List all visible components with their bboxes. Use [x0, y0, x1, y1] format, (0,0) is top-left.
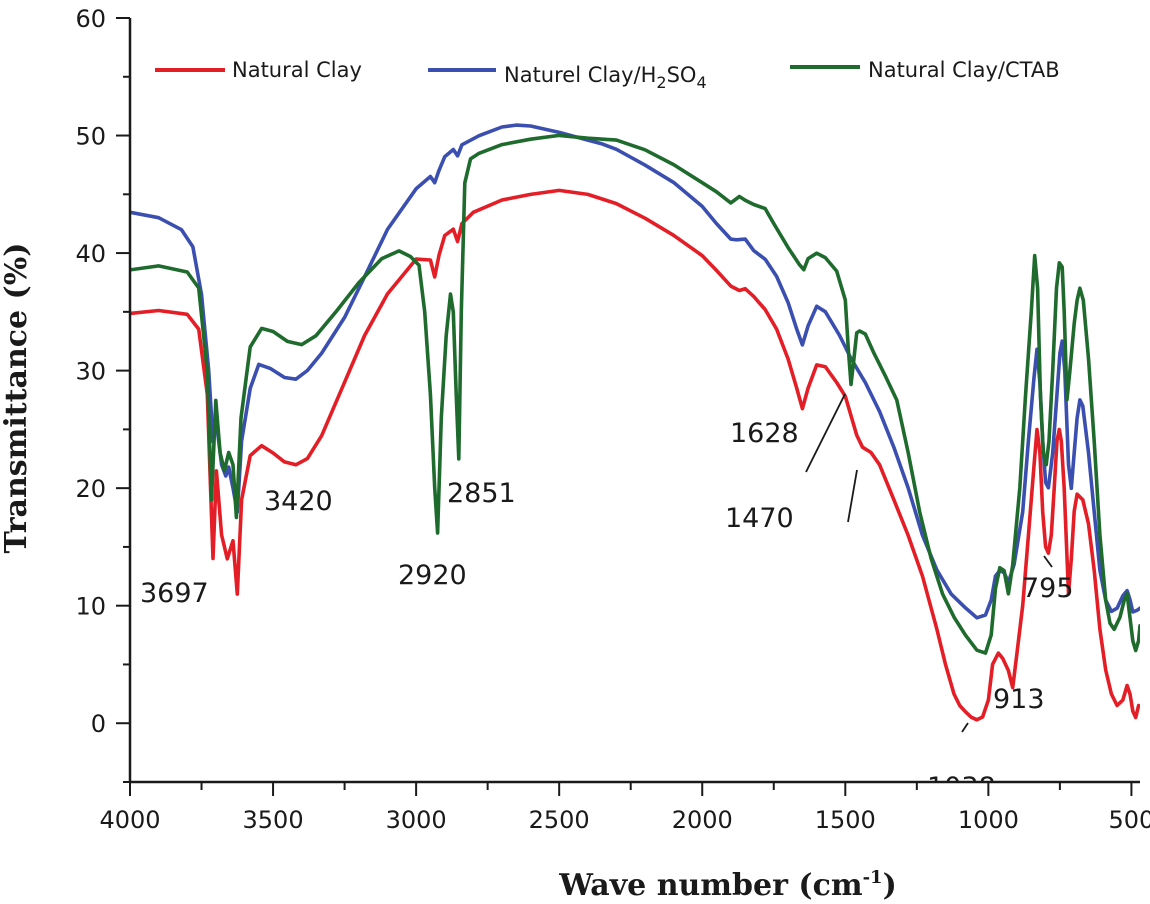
annotation-label-2920: 2920 — [398, 560, 467, 591]
y-tick-label-40: 40 — [75, 240, 106, 268]
x-tick-label-1500: 1500 — [815, 806, 876, 834]
annotation-layer: 3697 3420 2920 2851 1628 1470 795 913 1038 — [140, 393, 1074, 803]
annotation-label-3697: 3697 — [140, 578, 209, 609]
x-tick-label-3500: 3500 — [243, 806, 304, 834]
x-tick-label-4000: 4000 — [99, 806, 160, 834]
y-tick-label-30: 30 — [75, 358, 106, 386]
y-tick-label-50: 50 — [75, 123, 106, 151]
x-axis-title: Wave number (cm-1) — [558, 867, 897, 903]
legend-label-h2so4: Naturel Clay/H2SO4 — [504, 63, 707, 92]
x-tick-label-2000: 2000 — [672, 806, 733, 834]
x-tick-label-1000: 1000 — [958, 806, 1019, 834]
legend: Natural Clay Naturel Clay/H2SO4 Natural … — [155, 58, 1060, 92]
annotation-label-1038: 1038 — [927, 772, 996, 803]
legend-label-ctab: Natural Clay/CTAB — [868, 58, 1060, 82]
annotation-label-1628: 1628 — [730, 418, 799, 449]
x-tick-label-3000: 3000 — [386, 806, 447, 834]
x-tick-label-2500: 2500 — [529, 806, 590, 834]
y-tick-label-20: 20 — [75, 475, 106, 503]
annotation-leader-795 — [1043, 555, 1053, 568]
x-tick-label-500: 500 — [1109, 806, 1150, 834]
annotation-label-1470: 1470 — [725, 503, 794, 534]
y-tick-label-0: 0 — [91, 710, 106, 738]
annotation-leader-1470 — [847, 469, 858, 523]
series-line-natural-clay — [130, 188, 1140, 722]
legend-label-natural-clay: Natural Clay — [232, 58, 362, 82]
annotation-leader-1038 — [961, 722, 969, 733]
series-line-naturel-clay-hso — [130, 123, 1140, 620]
series-line-natural-clay-ctab — [130, 133, 1140, 655]
annotation-leader-1628 — [805, 393, 846, 473]
y-axis-title: Transmittance (%) — [0, 243, 34, 554]
annotation-label-2851: 2851 — [447, 478, 516, 509]
y-tick-label-10: 10 — [75, 593, 106, 621]
axes-layer: 0 10 20 30 40 50 60 4000 3500 3000 2500 2000 1500 100… — [75, 5, 1150, 834]
annotation-label-913: 913 — [993, 684, 1045, 715]
annotation-label-795: 795 — [1022, 573, 1074, 604]
y-tick-label-60: 60 — [75, 5, 106, 33]
annotation-label-3420: 3420 — [264, 486, 333, 517]
series-layer — [130, 123, 1140, 722]
